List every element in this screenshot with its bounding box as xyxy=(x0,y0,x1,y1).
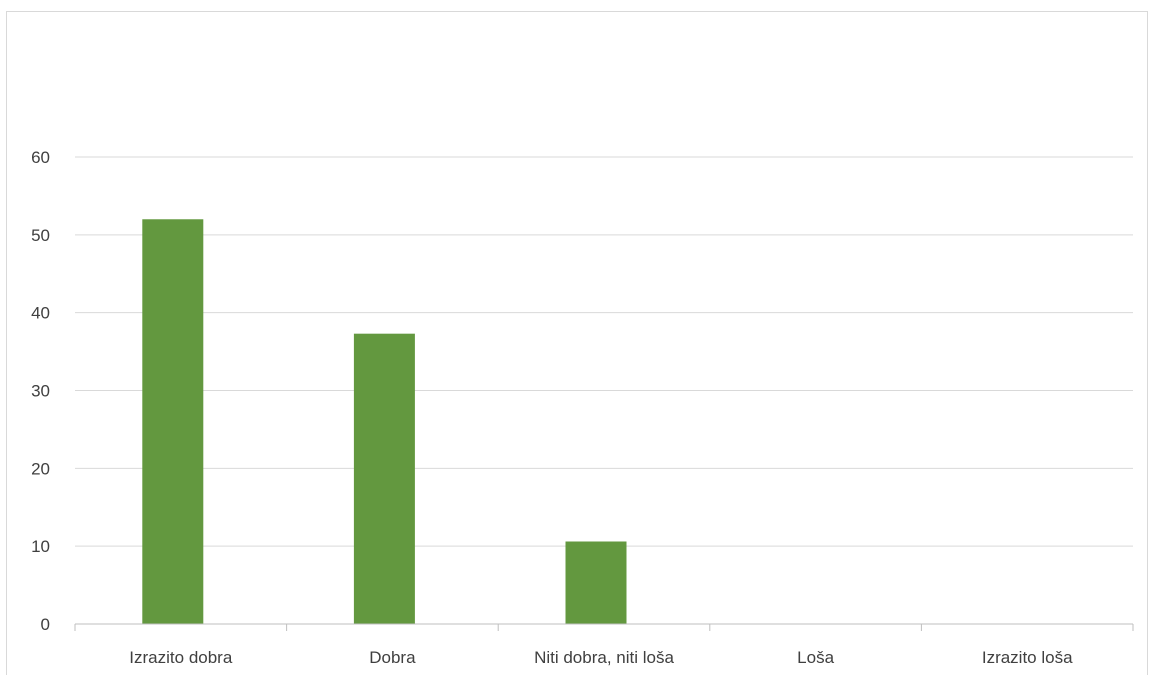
x-tick-label-0: Izrazito dobra xyxy=(129,648,233,667)
bar-1 xyxy=(353,333,415,624)
y-tick-label-30: 30 xyxy=(31,382,50,401)
bars xyxy=(142,219,627,624)
y-tick-labels: 0 10 20 30 40 50 60 xyxy=(31,148,50,634)
y-tick-label-20: 20 xyxy=(31,459,50,478)
x-tick-label-3: Loša xyxy=(797,648,834,667)
y-tick-label-50: 50 xyxy=(31,226,50,245)
y-tick-label-40: 40 xyxy=(31,304,50,323)
bar-0 xyxy=(142,219,204,624)
x-tick-label-1: Dobra xyxy=(369,648,416,667)
x-tick-labels: Izrazito dobra Dobra Niti dobra, niti loša… xyxy=(129,648,1073,667)
x-tick-label-2: Niti dobra, niti loša xyxy=(534,648,674,667)
x-axis xyxy=(74,623,1134,631)
y-tick-label-0: 0 xyxy=(41,615,50,634)
y-tick-label-10: 10 xyxy=(31,537,50,556)
gridlines xyxy=(75,156,1133,547)
x-tick-label-4: Izrazito loša xyxy=(982,648,1073,667)
bar-2 xyxy=(565,541,627,624)
y-tick-label-60: 60 xyxy=(31,148,50,167)
